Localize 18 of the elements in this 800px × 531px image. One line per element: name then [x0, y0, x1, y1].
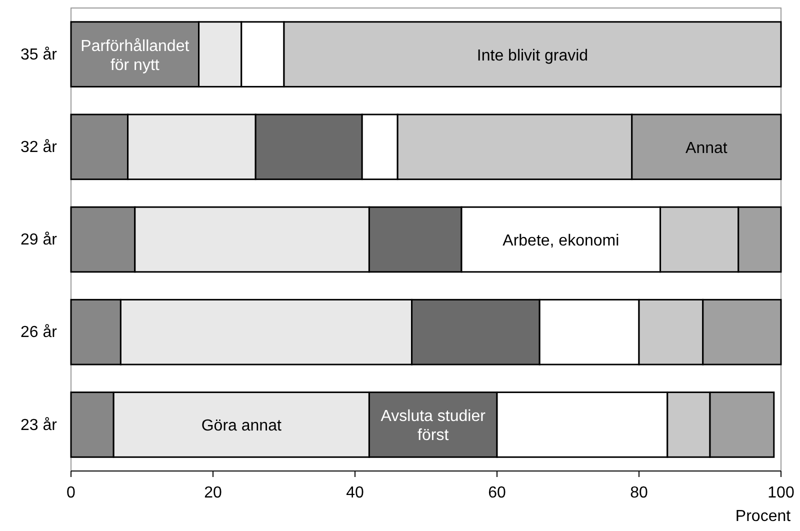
x-tick-label: 20 — [204, 484, 222, 502]
x-tick-label: 60 — [488, 484, 506, 502]
x-tick-label: 0 — [66, 484, 76, 502]
series-label: Arbete, ekonomi — [502, 232, 620, 250]
x-tick-label: 100 — [768, 484, 794, 502]
y-tick-label: 32 år — [20, 139, 58, 156]
x-tick-label: 80 — [630, 484, 648, 502]
y-tick-label: 23 år — [20, 416, 58, 434]
y-tick-label: 26 år — [20, 324, 58, 342]
series-label: Göra annat — [201, 418, 282, 435]
series-label: Annat — [686, 140, 728, 157]
y-tick-label: 35 år — [20, 46, 58, 64]
x-axis-title: Procent — [735, 508, 792, 525]
series-label: Parförhållandet för nytt — [80, 38, 190, 74]
x-tick-label: 40 — [346, 484, 364, 502]
series-label: Inte blivit gravid — [476, 47, 588, 64]
series-label: Avsluta studier först — [380, 408, 486, 444]
y-tick-label: 29 år — [20, 232, 58, 249]
